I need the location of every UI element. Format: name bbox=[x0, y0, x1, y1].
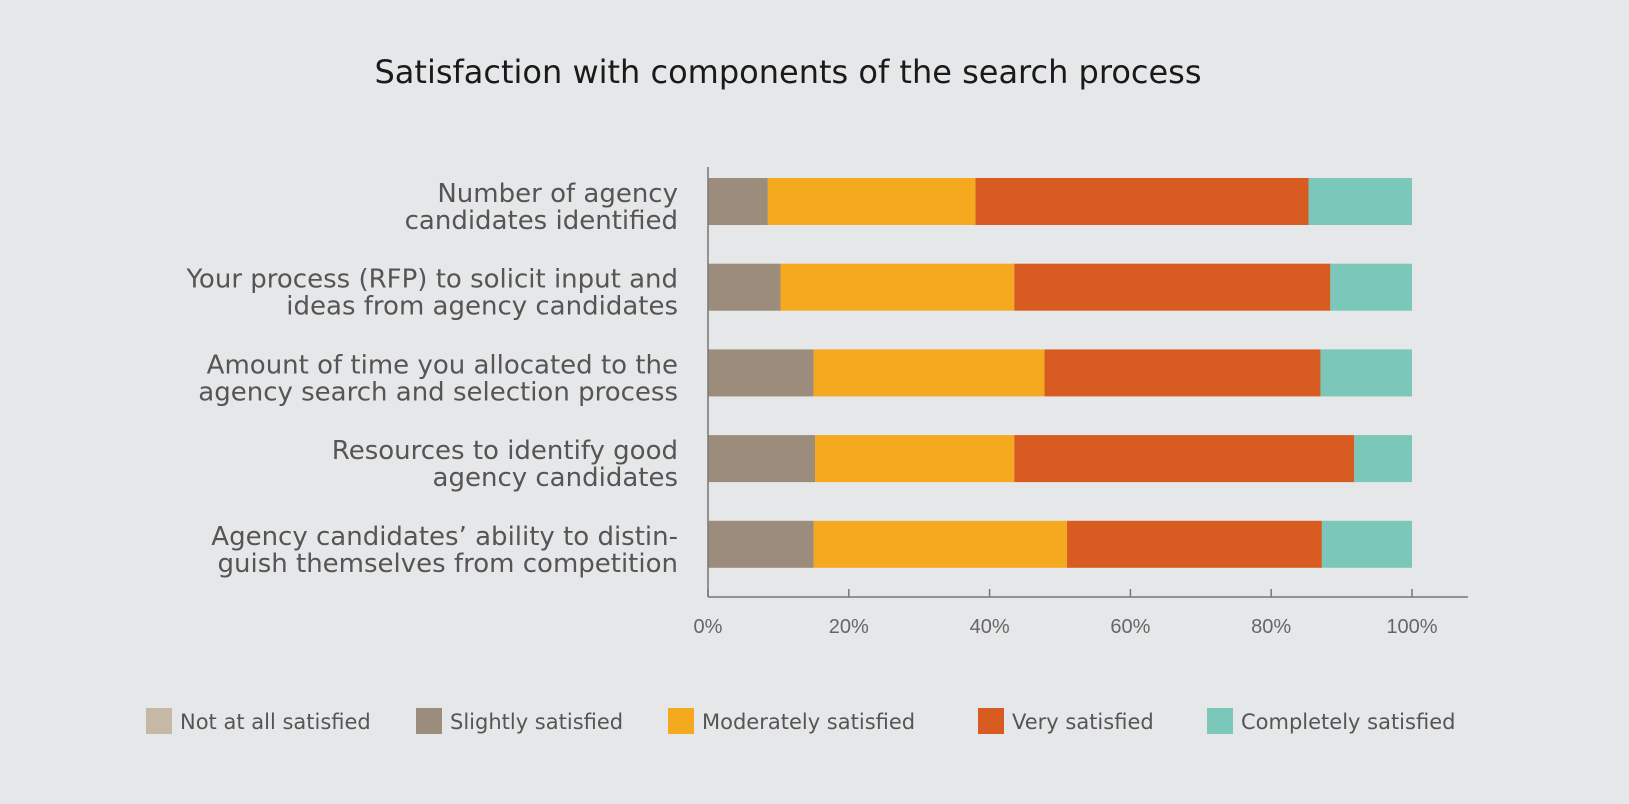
category-label: Agency candidates’ ability to distin- bbox=[211, 522, 678, 552]
bar-segment-completely-satisfied bbox=[1354, 435, 1412, 483]
category-label: Number of agency bbox=[437, 179, 678, 209]
bar-segment-moderately-satisfied bbox=[815, 435, 1015, 483]
chart-title: Satisfaction with components of the sear… bbox=[374, 53, 1201, 91]
bar-segment-very-satisfied bbox=[1044, 349, 1321, 397]
bars bbox=[708, 178, 1412, 568]
bar-segment-very-satisfied bbox=[975, 178, 1309, 225]
bar-segment-completely-satisfied bbox=[1330, 263, 1412, 311]
bar-segment-completely-satisfied bbox=[1308, 178, 1412, 225]
bar-segment-slightly-satisfied bbox=[708, 435, 816, 483]
bar-segment-slightly-satisfied bbox=[708, 263, 781, 311]
bar-segment-completely-satisfied bbox=[1320, 349, 1412, 397]
bar-segment-moderately-satisfied bbox=[813, 520, 1068, 568]
bar-segment-slightly-satisfied bbox=[708, 178, 768, 225]
bar-segment-moderately-satisfied bbox=[780, 263, 1015, 311]
x-tick-label: 80% bbox=[1251, 616, 1291, 638]
x-tick-label: 60% bbox=[1110, 616, 1150, 638]
category-label: Amount of time you allocated to the bbox=[207, 350, 678, 380]
category-label: agency search and selection process bbox=[198, 377, 678, 407]
x-tick-label: 40% bbox=[970, 616, 1010, 638]
legend-label: Very satisfied bbox=[1012, 710, 1154, 734]
legend-label: Moderately satisfied bbox=[702, 710, 915, 734]
legend-label: Not at all satisfied bbox=[180, 710, 371, 734]
bar-segment-very-satisfied bbox=[1014, 435, 1355, 483]
legend-swatch-very-satisfied bbox=[978, 708, 1004, 734]
legend-label: Completely satisfied bbox=[1241, 710, 1455, 734]
category-label: agency candidates bbox=[433, 463, 678, 493]
bar-segment-completely-satisfied bbox=[1321, 520, 1412, 568]
legend: Not at all satisfied Slightly satisfied Mo… bbox=[146, 708, 1455, 734]
axes: 0% 20% 40% 60% 80% 100% bbox=[694, 167, 1468, 638]
category-label: ideas from agency candidates bbox=[286, 292, 678, 322]
legend-swatch-completely-satisfied bbox=[1207, 708, 1233, 734]
bar-segment-slightly-satisfied bbox=[708, 520, 814, 568]
x-tick-label: 20% bbox=[829, 616, 869, 638]
bar-segment-very-satisfied bbox=[1067, 520, 1322, 568]
category-label: candidates identified bbox=[405, 206, 678, 236]
x-tick-label: 100% bbox=[1386, 616, 1437, 638]
category-label: Your process (RFP) to solicit input and bbox=[186, 265, 679, 295]
bar-segment-very-satisfied bbox=[1014, 263, 1331, 311]
x-tick-label: 0% bbox=[694, 616, 723, 638]
bar-segment-slightly-satisfied bbox=[708, 349, 814, 397]
category-label: Resources to identify good bbox=[332, 436, 678, 466]
legend-swatch-slightly-satisfied bbox=[416, 708, 442, 734]
bar-segment-moderately-satisfied bbox=[767, 178, 976, 225]
legend-swatch-not-at-all-satisfied bbox=[146, 708, 172, 734]
category-label: guish themselves from competition bbox=[218, 549, 678, 579]
legend-label: Slightly satisfied bbox=[450, 710, 623, 734]
bar-segment-moderately-satisfied bbox=[813, 349, 1045, 397]
legend-swatch-moderately-satisfied bbox=[668, 708, 694, 734]
